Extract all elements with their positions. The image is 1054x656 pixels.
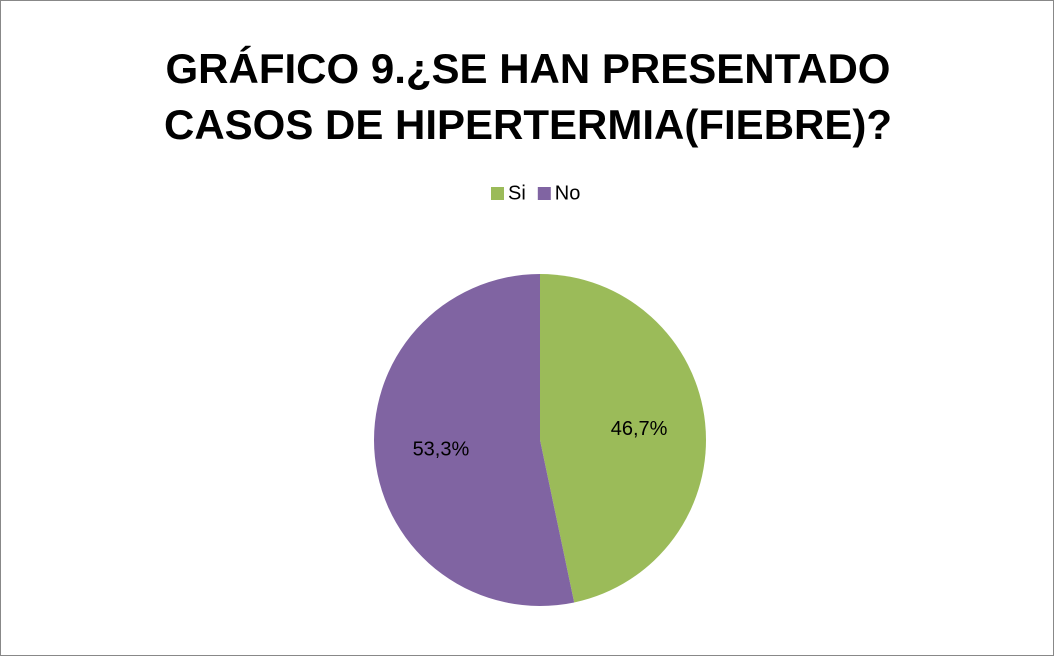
- data-label: 53,3%: [413, 439, 470, 461]
- pie-slice: [540, 274, 706, 603]
- legend-swatch: [537, 187, 551, 200]
- chart-title: GRÁFICO 9.¿SE HAN PRESENTADO CASOS DE HI…: [163, 45, 893, 148]
- data-label: 46,7%: [611, 418, 668, 440]
- legend-swatch: [491, 187, 504, 200]
- pie-slice: [373, 273, 575, 606]
- legend-label: Si: [508, 182, 526, 204]
- legend-label: No: [555, 182, 581, 204]
